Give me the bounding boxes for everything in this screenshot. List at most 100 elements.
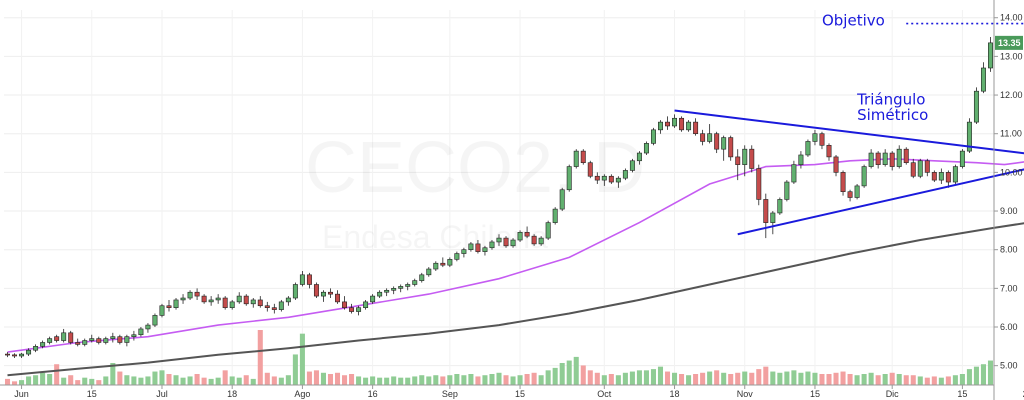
candle-body [679,117,685,131]
candle-body [215,297,221,301]
candle-body [721,137,727,150]
volume-bar [299,333,305,385]
candle-body [124,336,130,343]
candle-body [924,160,930,173]
candle-body [615,177,621,183]
candle-body [384,289,390,293]
candle-body [363,301,369,308]
candle-body [826,145,832,158]
volume-bar [370,376,376,385]
volume-bar [566,360,572,385]
volume-bar [447,375,453,385]
volume-bar [840,371,846,385]
volume-bar [363,377,369,385]
candle-body [959,150,965,167]
volume-bar [959,374,965,385]
watermark-name: Endesa Chilena [322,219,548,255]
annotation-triangulo: Triángulo [856,91,925,109]
volume-bar [313,370,319,385]
candle-body [531,235,537,245]
candle-body [229,301,235,308]
candle-body [117,336,123,343]
candle-body [159,305,165,316]
candle-body [391,288,397,291]
candle-body [763,199,769,223]
candle-body [145,324,151,330]
x-tick-label: 18 [227,389,237,399]
volume-bar [784,371,790,385]
volume-bar [608,374,614,385]
candle-body [714,133,720,150]
annotations: Objetivo Triángulo Simétrico [822,11,928,124]
volume-bar [482,375,488,385]
volume-bar [966,369,972,385]
candle-body [468,243,474,250]
volume-bar [250,378,256,385]
x-tick-label: Nov [737,389,754,399]
volume-bar [173,375,179,385]
candle-body [313,284,319,297]
candle-body [61,332,67,341]
volume-bar [334,372,341,385]
candle-body [12,354,18,357]
volume-bar [468,374,474,385]
candle-body [847,191,853,198]
volume-bar [419,375,425,385]
volume-bar [945,376,951,385]
volume-bar [110,363,116,385]
y-tick-label: 5.00 [1000,361,1018,371]
volume-bar [215,377,221,385]
candle-body [5,353,10,356]
candle-body [573,150,579,167]
volume-bars [4,330,994,385]
volume-bar [327,374,334,385]
candle-body [868,152,874,167]
x-tick-label: 15 [957,389,967,399]
candle-body [693,121,699,135]
candle-body [475,243,481,252]
candle-body [622,170,628,179]
candle-body [805,141,811,156]
volume-bar [615,375,621,385]
candle-body [482,247,488,252]
candle-body [173,299,179,308]
candle-body [306,274,312,285]
volume-bar [924,377,930,385]
candle-body [187,291,193,299]
candle-body [650,129,656,144]
y-tick-label: 8.00 [1000,245,1018,255]
candle-body [426,268,432,276]
x-axis: Jun 15 Jul 18 Ago 16 Sep 15 Oct 18 Nov 15 Dic 15 2017 [0,384,1024,399]
candle-body [594,175,600,181]
volume-bar [735,372,741,385]
volume-bar [622,372,628,385]
volume-bar [636,370,642,385]
volume-bar [278,377,284,385]
volume-bar [524,374,530,385]
candle-body [896,148,902,167]
candle-body [440,262,446,266]
candle-body [819,133,825,146]
volume-bar [412,376,418,385]
trendline-upper [674,109,1024,155]
volume-bar [75,380,81,385]
y-tick-label: 6.00 [1000,322,1018,332]
candle-body [152,315,158,326]
volume-bar [377,377,383,385]
candle-body [285,297,291,303]
candle-body [19,353,25,357]
volume-bar [679,374,685,385]
volume-bar [756,369,762,385]
volume-bar [461,375,467,385]
volume-bar [236,377,242,385]
candle-body [208,299,214,303]
candle-body [405,284,411,287]
candle-body [342,301,348,308]
candle-body [47,338,53,343]
candle-body [68,332,74,343]
candle-body [89,338,95,341]
candle-body [33,346,39,351]
volume-bar [398,377,404,385]
candle-body [643,143,649,154]
x-tick-label: Sep [442,389,458,399]
